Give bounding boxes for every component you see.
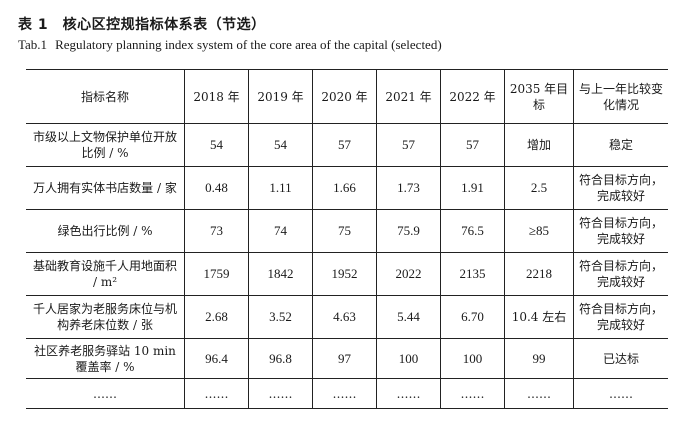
cell-indicator: 千人居家为老服务床位与机构养老床位数 / 张 [32,302,177,332]
cell-value: 100 [376,338,441,379]
table-row: 基础教育设施千人用地面积 / m² 1759 1842 1952 2022 21… [26,252,668,296]
table-row: 绿色出行比例 / % 73 74 75 75.9 76.5 ≥85 符合目标方向… [26,209,668,253]
table-row: …… …… …… …… …… …… …… …… [26,378,668,409]
cell-value: 2022 [376,252,441,296]
cell-value: 100 [440,338,505,379]
cell-value: 0.48 [184,166,249,210]
cell-target: 2.5 [504,166,574,210]
cell-change: 符合目标方向，完成较好 [573,209,668,253]
cell-value: 5.44 [376,295,441,339]
cell-value: 75 [312,209,377,253]
table-row: 万人拥有实体书店数量 / 家 0.48 1.11 1.66 1.73 1.91 … [26,166,668,210]
cell-ellipsis: …… [312,378,377,409]
table-title-chinese: 表 1 核心区控规指标体系表（节选） [18,17,266,33]
cell-ellipsis: …… [504,378,574,409]
cell-value: 1.11 [248,166,313,210]
header-change: 与上一年比较变化情况 [573,69,668,124]
cell-ellipsis: …… [248,378,313,409]
table-row: 社区养老服务驿站 10 min 覆盖率 / % 96.4 96.8 97 100… [26,338,668,379]
cell-value: 1.73 [376,166,441,210]
cell-value: 74 [248,209,313,253]
cell-change: 符合目标方向，完成较好 [573,252,668,296]
cell-value: 1.66 [312,166,377,210]
cell-value: 1759 [184,252,249,296]
cell-ellipsis: …… [376,378,441,409]
header-2020: 2020 年 [312,69,377,124]
cell-value: 73 [184,209,249,253]
cell-indicator: 基础教育设施千人用地面积 / m² [32,259,177,289]
cell-ellipsis: …… [93,386,117,401]
cell-value: 3.52 [248,295,313,339]
header-2035-target: 2035 年目标 [504,69,574,124]
cell-value: 1842 [248,252,313,296]
cell-value: 6.70 [440,295,505,339]
cell-value: 76.5 [440,209,505,253]
header-2018: 2018 年 [184,69,249,124]
header-2022: 2022 年 [440,69,505,124]
cell-indicator: 绿色出行比例 / % [57,224,153,238]
cell-value: 96.4 [184,338,249,379]
cell-change: 符合目标方向，完成较好 [573,166,668,210]
cell-indicator: 社区养老服务驿站 10 min 覆盖率 / % [34,343,176,374]
cell-value: 96.8 [248,338,313,379]
cell-value: 54 [248,123,313,167]
cell-value: 54 [184,123,249,167]
header-indicator-name: 指标名称 [80,89,129,104]
cell-target: 2218 [504,252,574,296]
cell-target: 99 [504,338,574,379]
cell-value: 57 [440,123,505,167]
cell-value: 2.68 [184,295,249,339]
cell-change: 已达标 [573,338,668,379]
cell-change: 符合目标方向，完成较好 [573,295,668,339]
cell-value: 1952 [312,252,377,296]
cell-ellipsis: …… [573,378,668,409]
table-title-english: Tab.1 Regulatory planning index system of… [18,37,450,53]
cell-value: 4.63 [312,295,377,339]
cell-change: 稳定 [573,123,668,167]
cell-value: 75.9 [376,209,441,253]
cell-indicator: 市级以上文物保护单位开放比例 / % [32,130,177,160]
cell-value: 1.91 [440,166,505,210]
cell-ellipsis: …… [184,378,249,409]
cell-target: 10.4 左右 [504,295,574,339]
header-2019: 2019 年 [248,69,313,124]
cell-value: 57 [376,123,441,167]
table-caption: Regulatory planning index system of the … [55,37,442,52]
cell-value: 57 [312,123,377,167]
header-2021: 2021 年 [376,69,441,124]
index-table: 指标名称 2018 年 2019 年 2020 年 2021 年 2022 年 … [26,69,668,409]
header-row: 指标名称 2018 年 2019 年 2020 年 2021 年 2022 年 … [26,69,668,124]
cell-target: 增加 [504,123,574,167]
cell-value: 97 [312,338,377,379]
cell-indicator: 万人拥有实体书店数量 / 家 [33,181,177,195]
cell-value: 2135 [440,252,505,296]
table-label: Tab.1 [18,37,48,52]
cell-target: ≥85 [504,209,574,253]
table-row: 市级以上文物保护单位开放比例 / % 54 54 57 57 57 增加 稳定 [26,123,668,167]
cell-ellipsis: …… [440,378,505,409]
table-row: 千人居家为老服务床位与机构养老床位数 / 张 2.68 3.52 4.63 5.… [26,295,668,339]
